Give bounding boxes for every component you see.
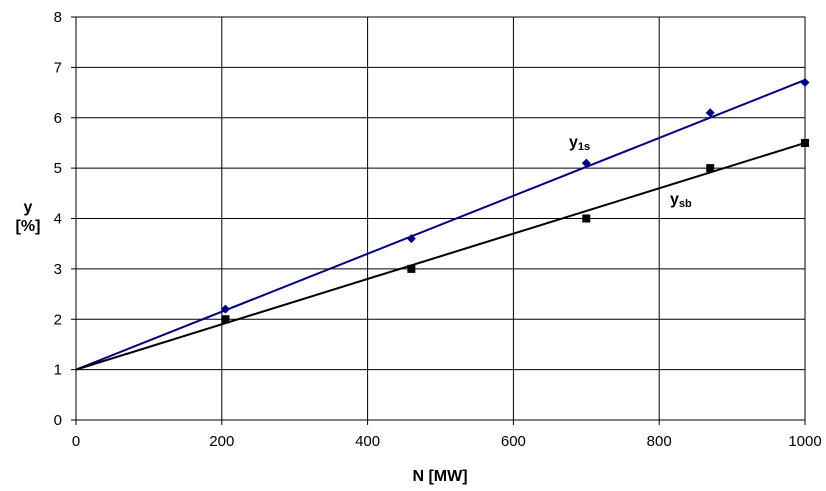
trend-lines [75,79,806,371]
data-point-ysb [706,164,715,173]
data-point-y1s [406,234,416,244]
x-axis-title: N [MW] [412,468,467,485]
x-tick-label: 600 [501,433,526,450]
series-label-ysb-main: y [670,191,679,208]
data-point-ysb [221,315,230,324]
x-tick-label: 800 [647,433,672,450]
tick-labels: 0 1 2 3 4 5 6 7 8 0 200 400 600 800 1000 [54,9,822,450]
x-tick-label: 200 [209,433,234,450]
data-point-ysb [407,264,416,273]
y-tick-label: 4 [54,211,62,228]
y-tick-label: 8 [54,9,62,26]
data-point-ysb [582,214,591,223]
trend-line-y1s [75,79,806,371]
series-label-ysb-sub: sb [679,198,692,210]
data-point-y1s [705,108,715,118]
y-tick-label: 0 [54,412,62,429]
series-label-ysb: ysb [670,191,692,210]
y-tick-label: 6 [54,110,62,127]
series-label-y1s: y1s [569,134,590,153]
data-point-y1s [220,304,230,314]
y-tick-label: 1 [54,362,62,379]
y-tick-label: 3 [54,261,62,278]
data-point-ysb [801,138,809,147]
y-axis-title-line2: [%] [16,218,41,235]
x-tick-label: 400 [355,433,380,450]
x-tick-label: 0 [72,433,80,450]
data-points [220,77,810,324]
x-tick-label: 1000 [788,433,821,450]
y-tick-label: 7 [54,59,62,76]
series-label-y1s-main: y [569,134,578,151]
data-point-y1s [800,77,810,87]
trend-line-ysb [75,141,806,371]
y-tick-label: 2 [54,311,62,328]
grid [71,16,806,425]
data-point-y1s [581,158,591,168]
y-tick-label: 5 [54,160,62,177]
y-axis-title-line1: y [24,199,33,216]
series-label-y1s-sub: 1s [578,141,590,153]
